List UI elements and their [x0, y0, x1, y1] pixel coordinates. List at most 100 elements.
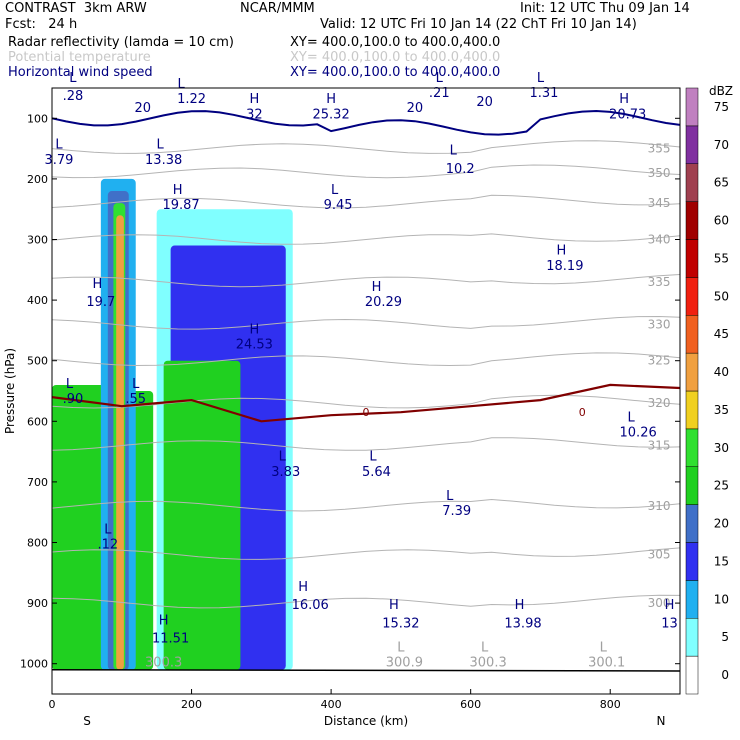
colorbar-swatch [685, 428, 699, 467]
colorbar-swatch [685, 315, 699, 354]
extremum-label: .28 [63, 89, 84, 104]
extremum-label: 300.3 [145, 656, 182, 671]
x-tick-label: 200 [181, 698, 202, 711]
freezing-level-label: 0 [579, 406, 586, 419]
extremum-label: 3.79 [45, 153, 74, 168]
colorbar-swatch [685, 542, 699, 581]
extremum-label: 9.45 [324, 198, 353, 213]
y-tick-label: 700 [27, 476, 48, 489]
theta-contour-label: 335 [648, 275, 671, 289]
extremum-label: L [450, 144, 458, 159]
reflectivity-column [163, 360, 241, 670]
theta-contour-label: 350 [648, 166, 671, 180]
colorbar-swatch [685, 504, 699, 543]
colorbar-label: 65 [714, 176, 729, 190]
y-tick-label: 300 [27, 234, 48, 247]
extremum-label: .21 [429, 86, 450, 101]
extremum-label: 10.2 [446, 162, 475, 177]
extremum-label: 32 [246, 107, 263, 122]
extremum-label: 13.98 [504, 616, 541, 631]
colorbar-label: 50 [714, 289, 729, 303]
extremum-label: H [389, 598, 399, 613]
extremum-label: H [372, 280, 382, 295]
freezing-level-line [51, 383, 681, 423]
x-tick-label: 0 [49, 698, 56, 711]
theta-contour [51, 315, 681, 330]
extremum-label: .55 [125, 392, 146, 407]
theta-contour [51, 164, 681, 179]
field-theta-xy: XY= 400.0,100.0 to 400.0,400.0 [290, 50, 501, 65]
colorbar-swatch [685, 655, 699, 695]
extremum-label: L [537, 71, 545, 86]
theta-contour-label: 345 [648, 196, 671, 210]
colorbar-label: 35 [714, 403, 729, 417]
theta-contours: 355 350 345 340 335 330 325 320 315 310 305 300 [51, 140, 681, 610]
colorbar-swatch [685, 618, 699, 657]
colorbar-label: 75 [714, 100, 729, 114]
org-label: NCAR/MMM [240, 1, 315, 16]
colorbar-unit: dBZ [709, 84, 733, 98]
y-tick-label: 800 [27, 537, 48, 550]
wind-contours [51, 109, 681, 136]
colorbar-swatch [685, 390, 699, 430]
extremum-label: 19.7 [86, 295, 115, 310]
colorbar-swatch [685, 580, 699, 619]
theta-contour [51, 437, 681, 451]
theta-contour [51, 394, 681, 409]
theta-contour [51, 594, 681, 609]
extremum-label: H [92, 277, 102, 292]
y-tick-label: 500 [27, 355, 48, 368]
extremum-label: .90 [63, 392, 84, 407]
colorbar-swatch [685, 163, 699, 202]
model-title: CONTRAST 3km ARW [5, 1, 147, 16]
extremum-label: H [556, 244, 566, 259]
extremum-label: L [600, 641, 608, 656]
theta-contour-label: 340 [648, 233, 671, 247]
theta-contour-label: 305 [648, 548, 671, 562]
colorbar-label: 25 [714, 479, 729, 493]
extremum-label: H [249, 92, 259, 107]
field-theta: Potential temperature [8, 50, 151, 65]
colorbar-label: 55 [714, 251, 729, 265]
reflectivity-fill [52, 178, 293, 670]
x-tick-label: 400 [321, 698, 342, 711]
colorbar-label: 60 [714, 214, 729, 228]
colorbar-label: 30 [714, 441, 729, 455]
extremum-label: 13 [661, 616, 678, 631]
x-end-label-north: N [657, 714, 666, 728]
extremum-label: 1.22 [177, 92, 206, 107]
colorbar-swatch [685, 125, 699, 164]
theta-contour [51, 547, 681, 560]
theta-contour [51, 140, 681, 154]
extremum-label: 300.1 [588, 656, 625, 671]
extremum-label: L [628, 410, 636, 425]
reflectivity-column [116, 215, 124, 670]
extremum-label: 18.19 [546, 259, 583, 274]
colorbar-swatch [685, 277, 699, 316]
theta-contour [51, 498, 681, 512]
y-tick-label: 200 [27, 173, 48, 186]
init-time: Init: 12 UTC Thu 09 Jan 14 [520, 1, 690, 16]
valid-time: Valid: 12 UTC Fri 10 Jan 14 (22 ChT Fri … [320, 17, 637, 32]
theta-contour [51, 274, 681, 288]
extremum-label: H [619, 92, 629, 107]
extremum-label: L [177, 77, 185, 92]
field-reflectivity: Radar reflectivity (lamda = 10 cm) [8, 35, 234, 50]
extremum-label: 300.3 [470, 656, 507, 671]
forecast-hour: Fcst: 24 h [5, 17, 78, 32]
theta-contour-label: 300 [648, 596, 671, 610]
extremum-label: H [173, 183, 183, 198]
extremum-label: 15.32 [382, 616, 419, 631]
plot-frame [51, 87, 681, 695]
extremum-label: 20.73 [609, 107, 646, 122]
wind-contour [51, 109, 681, 136]
ground-line [51, 669, 681, 672]
theta-contour [51, 233, 681, 245]
extremum-label: H [515, 598, 525, 613]
colorbar-label: 10 [714, 592, 729, 606]
extremum-label: 20 [407, 101, 424, 116]
extremum-label: .12 [97, 538, 118, 553]
colorbar-swatch [685, 239, 699, 278]
extremum-label: 20 [476, 95, 493, 110]
